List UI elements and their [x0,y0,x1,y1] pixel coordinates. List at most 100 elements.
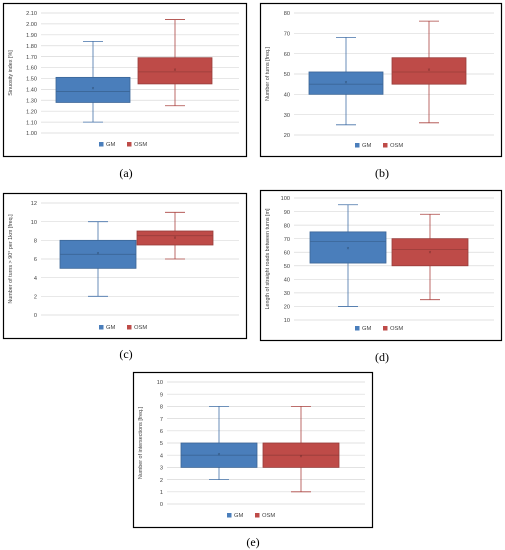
mean-marker: × [174,68,177,74]
legend-label-gm: GM [234,513,244,519]
chart-d-svg: 10 20 30 40 50 60 70 80 90 100 Length of straight … [259,189,503,342]
y-tick-label: 8 [34,239,37,245]
legend-swatch-gm [355,326,360,331]
chart-panel-b: 20 30 40 50 60 70 80 Number of turns [freq.] × × G… [259,2,503,158]
y-tick-label: 1.70 [26,55,37,61]
mean-marker: × [347,246,350,252]
legend-swatch-gm [99,325,104,330]
box-osm: × [391,213,469,301]
y-tick-label: 2 [34,295,37,301]
y-tick-label: 1.00 [26,131,37,137]
y-tick-label: 2.10 [26,11,37,17]
mean-marker: × [429,250,432,256]
y-tick-label: 7 [160,417,163,423]
y-axis-label: Number of intersections [freq.] [138,406,144,479]
y-tick-label: 40 [284,278,290,284]
caption-a: (a) [119,166,133,180]
y-tick-label: 1.50 [26,77,37,83]
legend-swatch-osm [127,325,132,330]
chart-panel-c: 0 2 4 6 8 10 12 Number of turns > 90° per 1km [… [2,192,248,340]
y-tick-label: 12 [31,201,37,207]
y-tick-label: 50 [284,264,290,270]
mean-marker: × [300,454,303,460]
y-tick-label: 90 [284,210,290,216]
y-axis-label: Length of straight roads between turns [… [265,208,271,309]
box-gm: × [309,204,387,307]
mean-marker: × [218,452,221,458]
caption-c: (c) [119,347,133,361]
box-gm: × [180,406,258,480]
y-tick-label: 0 [34,313,37,319]
legend-label-osm: OSM [134,142,147,148]
y-tick-label: 9 [160,392,163,398]
legend-label-gm: GM [106,325,116,331]
y-tick-label: 10 [157,380,163,386]
legend-label-gm: GM [106,142,116,148]
y-tick-label: 60 [284,250,290,256]
y-tick-label: 80 [284,223,290,229]
chart-panel-e: 0 1 2 3 4 5 6 7 8 9 10 Number of intersections [fre… [132,371,374,529]
y-tick-label: 1.60 [26,66,37,72]
y-axis-label: Number of turns > 90° per 1km [freq.] [8,214,14,304]
y-tick-label: 1.40 [26,88,37,94]
caption-d: (d) [375,350,389,364]
chart-e-svg: 0 1 2 3 4 5 6 7 8 9 10 Number of intersections [fre… [132,371,374,529]
mean-marker: × [345,80,348,86]
legend: GM OSM [355,326,403,332]
y-tick-label: 80 [284,11,290,17]
caption-b: (b) [375,166,389,180]
y-tick-label: 30 [284,113,290,119]
legend-label-gm: GM [362,143,372,149]
legend: GM OSM [355,143,403,149]
y-tick-label: 6 [34,257,37,263]
y-tick-label: 70 [284,237,290,243]
legend: GM OSM [227,513,275,519]
y-tick-label: 4 [160,453,163,459]
box-gm: × [55,40,131,123]
mean-marker: × [97,251,100,257]
legend-swatch-osm [255,513,260,518]
y-tick-label: 1.90 [26,33,37,39]
box-iqr [391,238,469,267]
legend-swatch-osm [383,326,388,331]
legend: GM OSM [99,325,147,331]
y-tick-label: 5 [160,441,163,447]
legend-label-osm: OSM [390,143,403,149]
mean-marker: × [174,235,177,241]
y-tick-label: 2.00 [26,22,37,28]
y-tick-label: 40 [284,93,290,99]
chart-panel-d: 10 20 30 40 50 60 70 80 90 100 Length of straight … [259,189,503,342]
y-axis-label: Number of turns [freq.] [265,47,271,101]
legend-swatch-gm [99,142,104,147]
legend: GM OSM [99,142,147,148]
y-tick-label: 6 [160,429,163,435]
chart-panel-a: 1.00 1.10 1.20 1.30 1.40 1.50 1.60 1.70 1.80 1.90… [2,2,248,158]
legend-label-gm: GM [362,326,372,332]
y-tick-label: 2 [160,478,163,484]
mean-marker: × [92,86,95,92]
legend-label-osm: OSM [134,325,147,331]
y-tick-label: 50 [284,72,290,78]
chart-b-svg: 20 30 40 50 60 70 80 Number of turns [freq.] × × G… [259,2,503,158]
y-tick-label: 1.30 [26,98,37,104]
legend-label-osm: OSM [390,326,403,332]
box-osm: × [262,406,340,493]
legend-swatch-gm [355,143,360,148]
legend-label-osm: OSM [262,513,275,519]
box-iqr [309,231,387,264]
box-osm: × [391,20,467,124]
box-gm: × [308,37,384,126]
legend-swatch-gm [227,513,232,518]
y-axis-label: Sinuosity index [%] [8,50,14,96]
y-tick-label: 20 [284,305,290,311]
caption-e: (e) [246,535,260,549]
y-tick-label: 10 [284,318,290,324]
legend-swatch-osm [383,143,388,148]
box-osm: × [137,19,213,107]
box-iqr [308,71,384,95]
y-tick-label: 1 [160,490,163,496]
y-tick-label: 3 [160,466,163,472]
y-tick-label: 1.20 [26,109,37,115]
y-tick-label: 20 [284,133,290,139]
chart-c-svg: 0 2 4 6 8 10 12 Number of turns > 90° per 1km [… [2,192,248,340]
